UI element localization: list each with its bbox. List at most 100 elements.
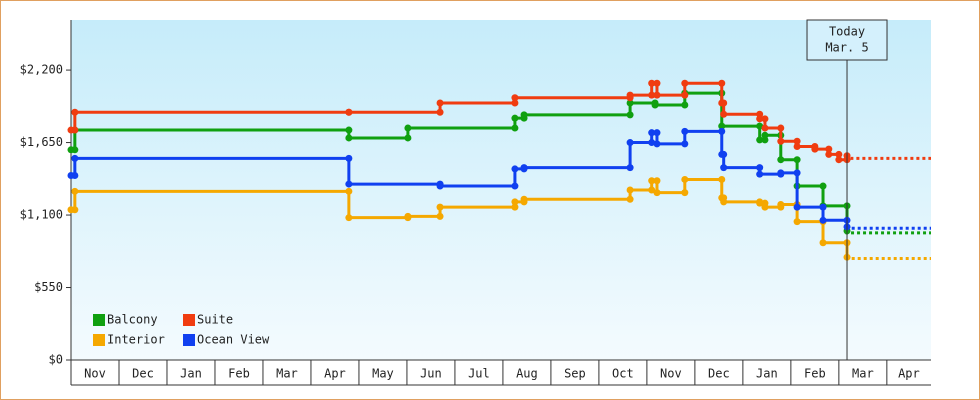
price-dot [681,140,689,148]
price-dot [825,145,833,153]
y-tick-label: $0 [49,353,63,367]
x-tick-label: Jul [468,367,490,381]
price-dot [520,164,528,172]
x-tick-label: Nov [660,367,682,381]
price-dot [718,79,726,87]
price-dot [404,212,412,220]
price-dot [819,239,827,247]
legend-swatch [93,314,105,326]
price-dot [648,129,656,137]
price-dot [436,203,444,211]
price-dot [777,156,785,164]
price-dot [511,182,519,190]
price-dot [681,79,689,87]
price-dot [511,114,519,122]
price-dot [71,154,79,162]
price-dot [720,198,728,206]
price-dot [681,101,689,109]
price-dot [761,115,769,123]
price-dot [511,124,519,132]
x-tick-label: Oct [612,367,634,381]
price-dot [651,101,659,109]
price-dot [404,134,412,142]
price-dot [648,91,656,99]
price-dot [681,127,689,135]
price-dot [626,139,634,147]
legend-label: Suite [197,313,233,327]
x-tick-label: Dec [132,367,154,381]
price-dot [811,145,819,153]
price-dot [777,124,785,132]
price-dot [756,115,764,123]
x-tick-label: Feb [228,367,250,381]
price-dot [793,203,801,211]
legend-label: Ocean View [197,333,270,347]
price-dot [648,79,656,87]
price-dot [626,91,634,99]
x-tick-label: Dec [708,367,730,381]
projection [845,257,931,261]
today-label: Today [829,25,865,39]
price-dot [520,111,528,119]
legend-label: Interior [107,333,165,347]
today-label: Mar. 5 [825,41,868,55]
legend-label: Balcony [107,313,158,327]
x-tick-label: May [372,367,394,381]
price-dot [648,139,656,147]
price-dot [345,180,353,188]
price-dot [71,126,79,134]
price-dot [819,216,827,224]
x-tick-label: Apr [898,367,920,381]
price-dot [345,126,353,134]
price-dot [511,94,519,102]
x-tick-label: Jan [180,367,202,381]
price-dot [345,108,353,116]
y-tick-label: $1,650 [20,135,63,149]
price-dot [648,186,656,194]
y-tick-label: $550 [34,280,63,294]
price-dot [793,169,801,177]
x-tick-label: Sep [564,367,586,381]
price-dot [720,164,728,172]
price-dot [653,140,661,148]
price-dot [819,203,827,211]
price-dot [681,91,689,99]
price-dot [777,200,785,208]
price-dot [653,79,661,87]
price-dot [718,127,726,135]
price-dot [761,203,769,211]
price-dot [793,218,801,226]
price-dot [761,124,769,132]
x-tick-label: Apr [324,367,346,381]
x-tick-label: Feb [804,367,826,381]
price-dot [626,111,634,119]
legend-swatch [183,334,195,346]
price-dot [793,143,801,151]
price-dot [71,172,79,180]
price-dot [819,182,827,190]
price-dot [756,199,764,207]
price-dot [835,156,843,164]
price-dot [71,206,79,214]
price-dot [793,137,801,145]
price-dot [626,186,634,194]
price-dot [756,164,764,172]
price-dot [653,189,661,197]
price-dot [720,150,728,158]
price-dot [835,150,843,158]
price-dot [756,136,764,144]
x-tick-label: Aug [516,367,538,381]
price-dot [720,110,728,118]
price-dot [436,212,444,220]
price-dot [825,150,833,158]
price-dot [626,164,634,172]
price-dot [777,137,785,145]
price-dot [404,124,412,132]
price-dot [511,203,519,211]
price-dot [71,187,79,195]
price-dot [681,175,689,183]
price-dot [626,195,634,203]
price-dot [511,165,519,173]
x-tick-label: Jun [420,367,442,381]
